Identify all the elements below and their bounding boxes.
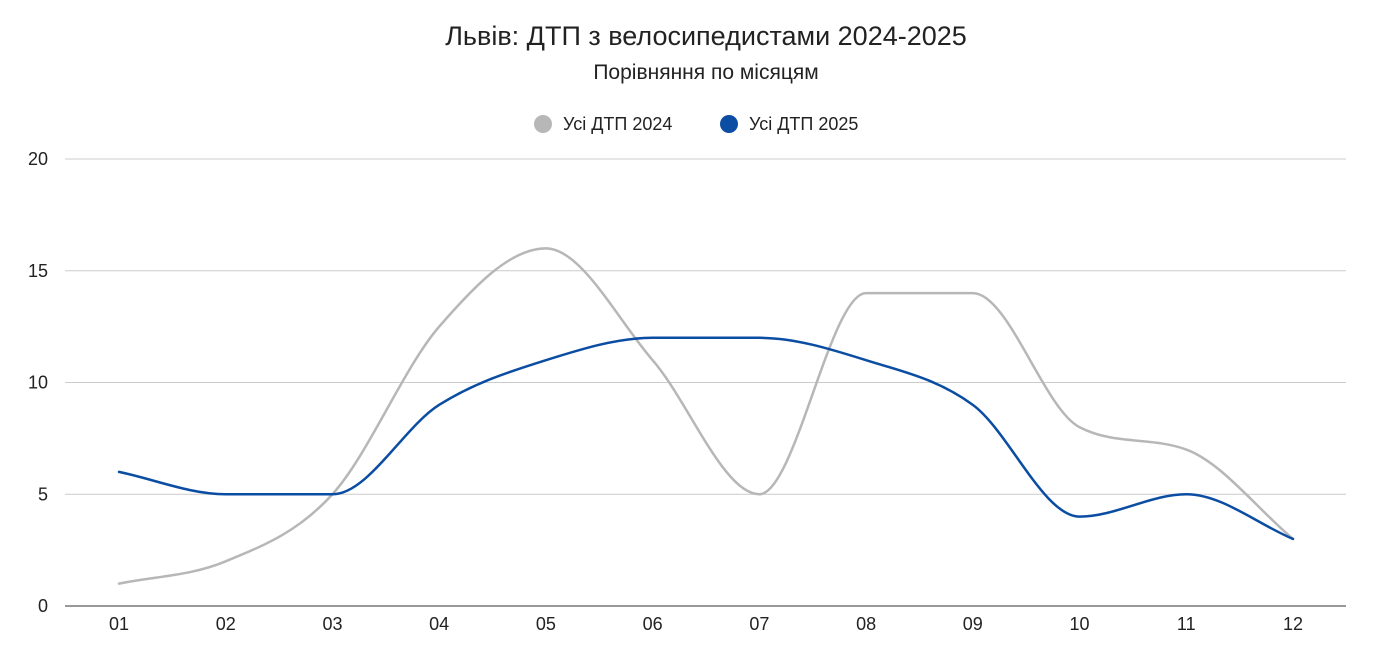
legend-label-2: Усі ДТП 2025 [749,114,858,134]
x-tick-label: 03 [322,614,342,634]
series-line-2 [117,336,1295,541]
x-tick-label: 01 [109,614,129,634]
y-tick-label: 10 [28,373,48,393]
x-tick-label: 12 [1283,614,1303,634]
chart-subtitle: Порівняння по місяцям [593,61,818,84]
x-tick-label: 02 [216,614,236,634]
x-tick-label: 07 [749,614,769,634]
grid [65,158,1346,495]
legend: Усі ДТП 2024 Усі ДТП 2025 [534,114,858,134]
x-axis-ticks: 01 02 03 04 05 06 07 08 09 10 11 12 [109,614,1303,634]
x-tick-label: 04 [429,614,449,634]
legend-marker-2 [720,115,738,133]
x-tick-label: 10 [1070,614,1090,634]
x-tick-label: 05 [536,614,556,634]
series-line-1 [117,247,1295,585]
legend-marker-1 [534,115,552,133]
chart-title: Львів: ДТП з велосипедистами 2024-2025 [445,21,967,51]
y-tick-label: 5 [38,484,48,504]
y-tick-label: 20 [28,149,48,169]
y-tick-label: 15 [28,261,48,281]
y-axis-ticks: 0 5 10 15 20 [28,149,48,616]
x-tick-label: 11 [1177,614,1196,634]
x-tick-label: 08 [856,614,876,634]
x-tick-label: 06 [643,614,663,634]
legend-label-1: Усі ДТП 2024 [563,114,672,134]
series-group [117,247,1295,585]
y-tick-label: 0 [38,596,48,616]
x-tick-label: 09 [963,614,983,634]
